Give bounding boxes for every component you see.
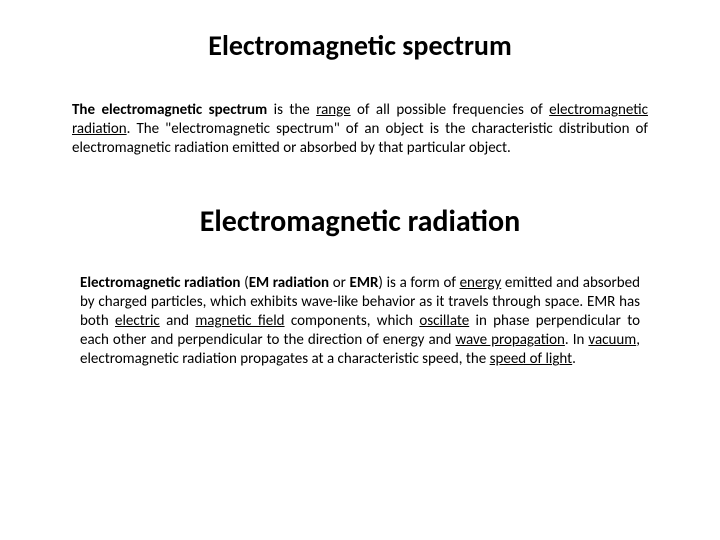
term-emr: EMR xyxy=(350,274,379,292)
link-energy[interactable]: energy xyxy=(460,274,502,292)
link-wave-propagation[interactable]: wave propagation xyxy=(455,331,564,349)
text: . xyxy=(572,350,576,368)
text: of all possible frequencies of xyxy=(351,101,550,119)
heading-radiation: Electromagnetic radiation xyxy=(72,203,648,240)
link-electric[interactable]: electric xyxy=(115,312,160,330)
text: . In xyxy=(565,331,589,349)
paragraph-spectrum: The electromagnetic spectrum is the rang… xyxy=(72,101,648,159)
link-oscillate[interactable]: oscillate xyxy=(419,312,469,330)
text: ) is a form of xyxy=(378,274,459,292)
paragraph-radiation: Electromagnetic radiation (EM radiation … xyxy=(72,274,648,370)
text: is the xyxy=(267,101,316,119)
link-speed-of-light[interactable]: speed of light xyxy=(490,350,573,368)
term-electromagnetic-spectrum: The electromagnetic spectrum xyxy=(72,101,267,119)
heading-spectrum: Electromagnetic spectrum xyxy=(72,28,648,63)
text: and xyxy=(160,312,196,330)
text: ( xyxy=(240,274,248,292)
text: components, which xyxy=(285,312,420,330)
link-magnetic-field[interactable]: magnetic field xyxy=(195,312,284,330)
link-range[interactable]: range xyxy=(316,101,350,119)
link-vacuum[interactable]: vacuum xyxy=(588,331,636,349)
text: or xyxy=(329,274,349,292)
term-em-radiation: EM radiation xyxy=(249,274,329,292)
text: . The "electromagnetic spectrum" of an o… xyxy=(72,120,648,157)
term-electromagnetic-radiation: Electromagnetic radiation xyxy=(80,274,240,292)
